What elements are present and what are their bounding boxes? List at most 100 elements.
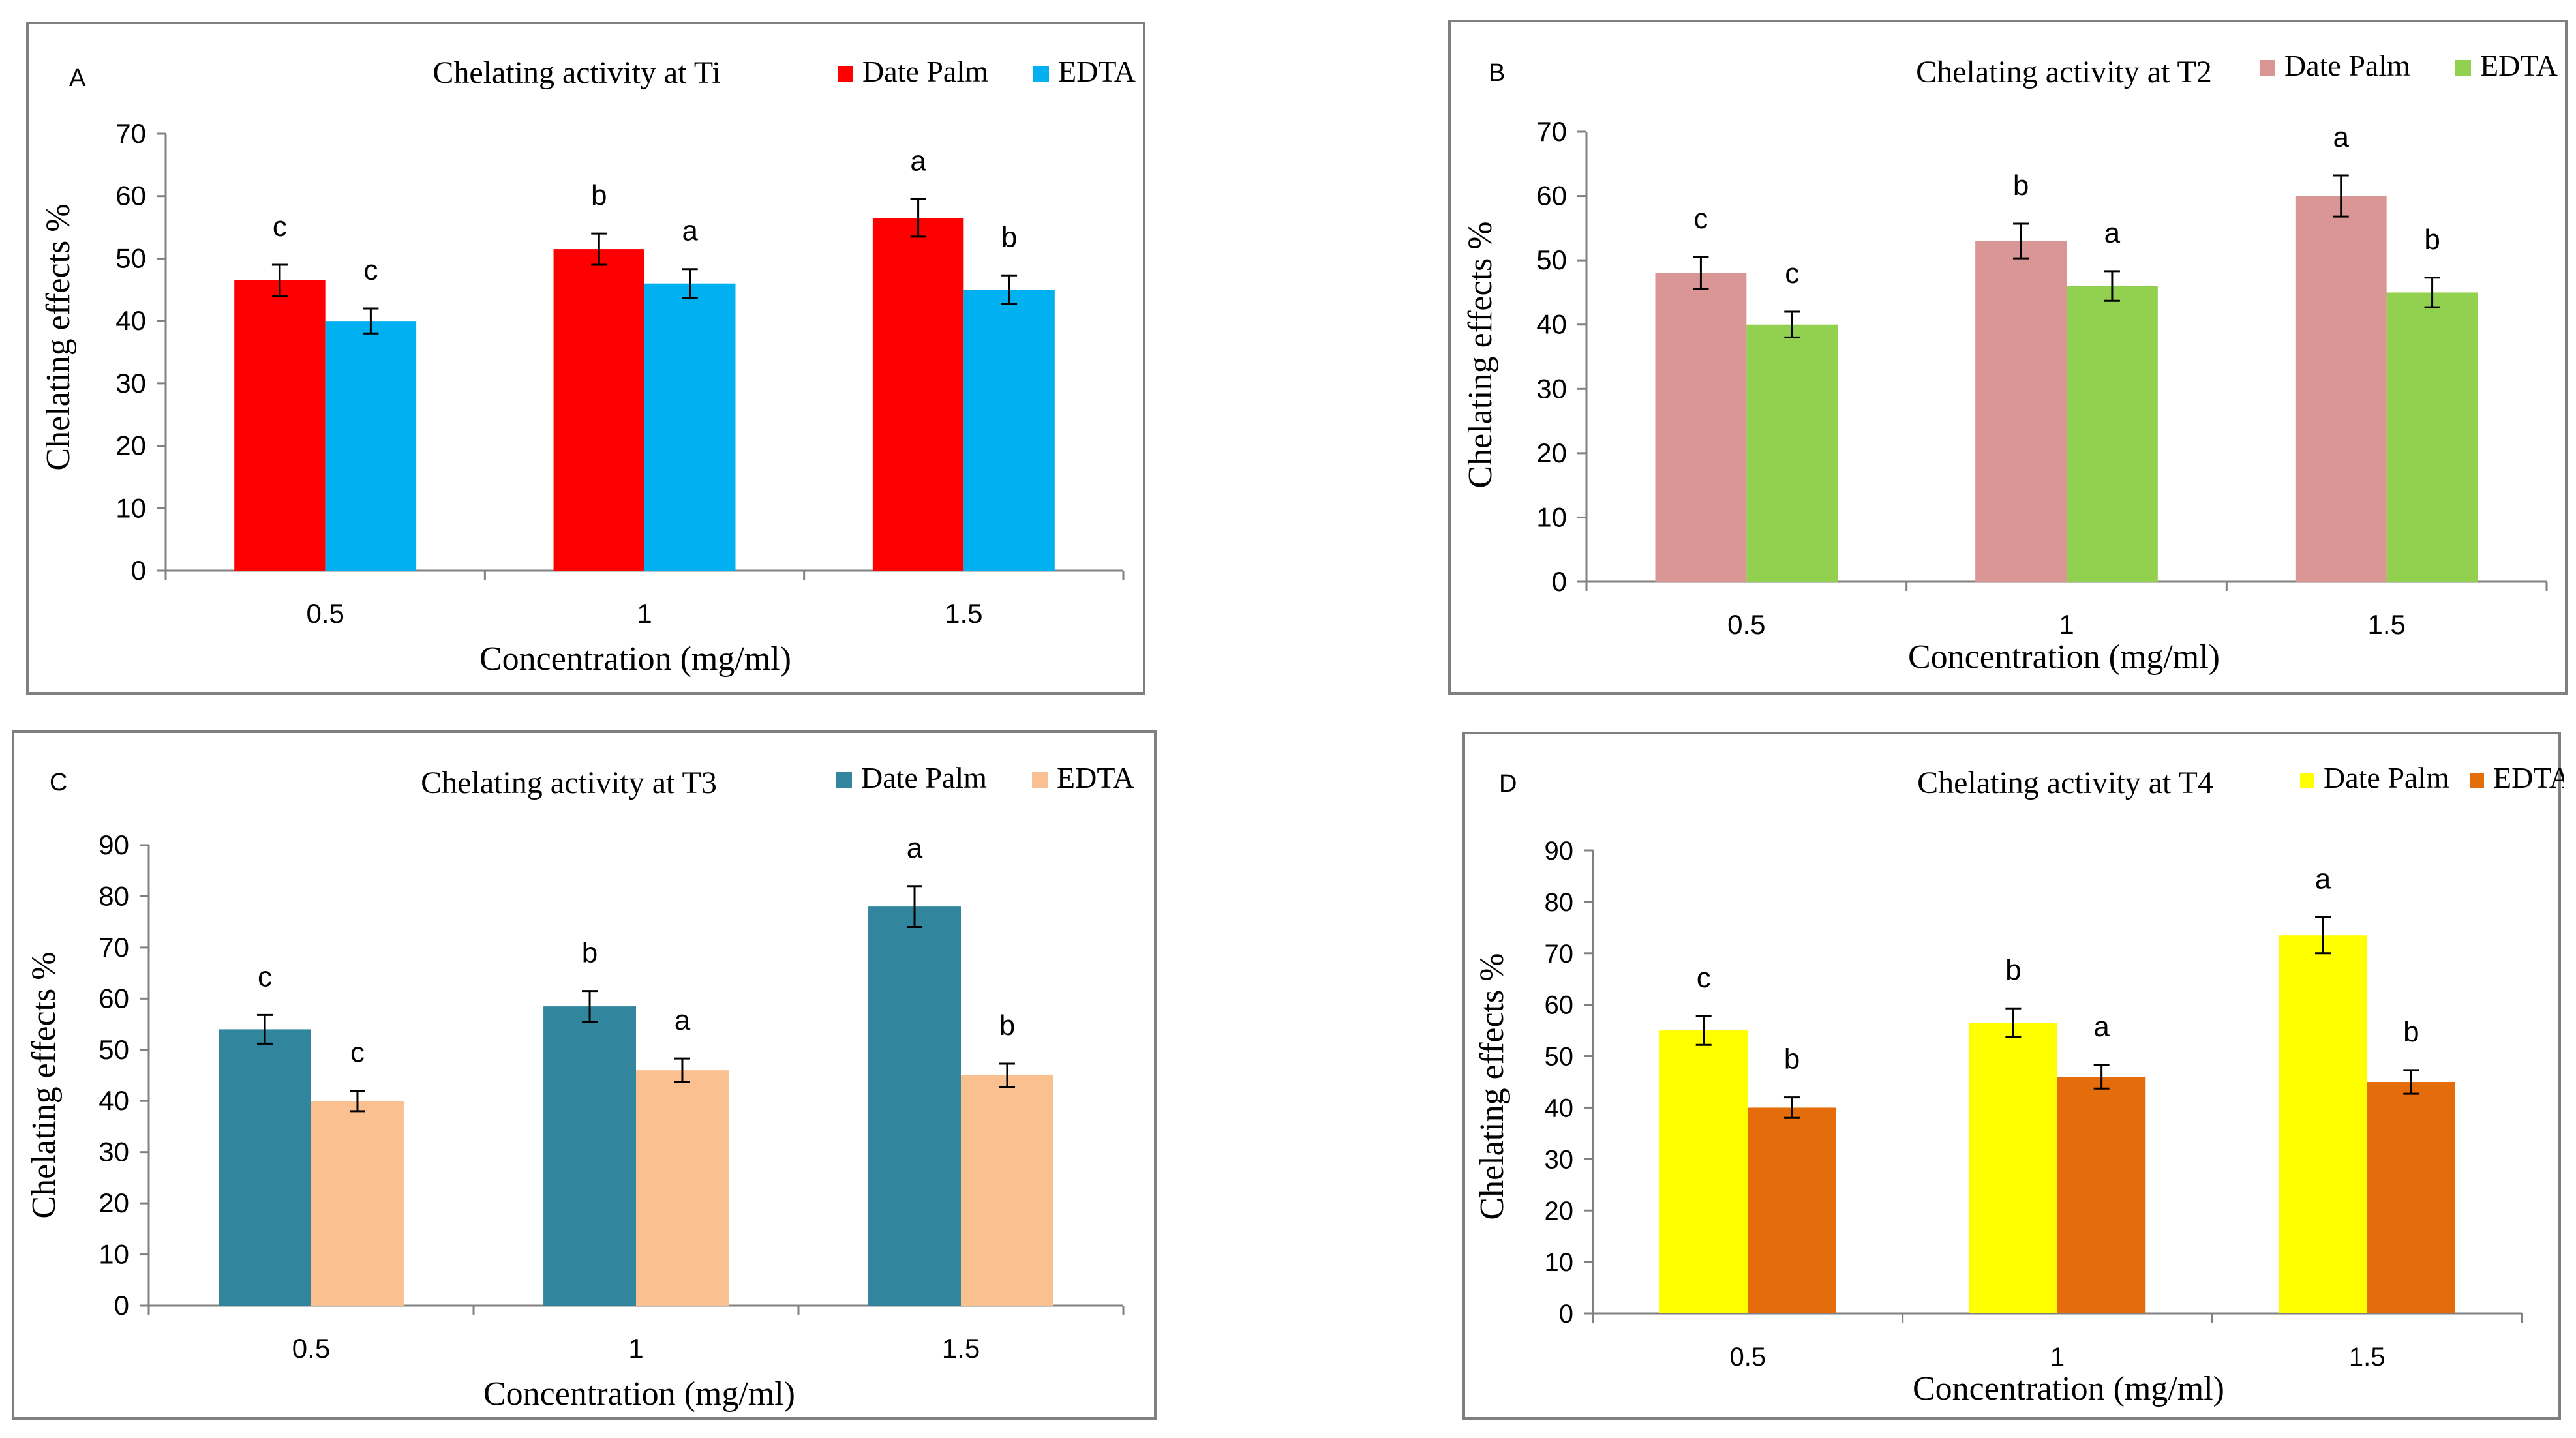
legend-label-edta: EDTA [1058, 55, 1136, 88]
y-tick-label: 70 [1545, 940, 1574, 968]
y-tick-label: 60 [98, 983, 129, 1013]
legend-swatch-date-palm [2260, 60, 2275, 76]
significance-letter-date-palm: b [582, 937, 598, 969]
significance-letter-date-palm: b [2013, 170, 2029, 202]
significance-letter-edta: b [999, 1010, 1015, 1041]
y-tick-label: 70 [1536, 116, 1567, 147]
x-tick-label: 0.5 [1727, 609, 1765, 640]
y-tick-label: 20 [1536, 438, 1567, 468]
y-tick-label: 10 [1545, 1248, 1574, 1277]
significance-letter-date-palm: c [1697, 962, 1711, 994]
y-tick-label: 80 [98, 880, 129, 911]
legend-label-date-palm: Date Palm [862, 55, 988, 88]
bar-date-palm [234, 280, 326, 571]
bar-edta [644, 283, 736, 571]
chart-a-svg: A Chelating activity at Ti Date Palm EDTA 0 1… [40, 55, 1136, 678]
panel-label: D [1499, 770, 1517, 798]
bar-date-palm [219, 1029, 311, 1306]
legend-swatch-date-palm [836, 772, 852, 788]
chart-title: Chelating activity at Ti [432, 55, 720, 90]
chart-title: Chelating activity at T4 [1917, 766, 2213, 800]
significance-letter-edta: a [674, 1004, 691, 1036]
legend-swatch-edta [2455, 60, 2471, 76]
chart-d-svg: D Chelating activity at T4 Date Palm EDTA 0 1… [1474, 761, 2564, 1407]
x-tick-label: 1.5 [2349, 1343, 2386, 1371]
significance-letter-edta: c [363, 254, 378, 286]
y-tick-label: 20 [98, 1188, 129, 1218]
significance-letter-edta: b [1001, 221, 1017, 253]
y-tick-label: 60 [1536, 181, 1567, 211]
x-tick-label: 1.5 [942, 1333, 980, 1364]
x-axis-title: Concentration (mg/ml) [483, 1375, 795, 1413]
chart-title: Chelating activity at T3 [421, 766, 717, 800]
y-tick-label: 90 [1545, 837, 1574, 865]
x-axis-title: Concentration (mg/ml) [1913, 1370, 2224, 1407]
y-tick-label: 0 [1552, 566, 1567, 597]
y-tick-label: 10 [115, 492, 146, 523]
x-tick-label: 0.5 [1730, 1343, 1766, 1371]
y-tick-label: 90 [98, 830, 129, 860]
x-axis-title: Concentration (mg/ml) [479, 640, 791, 678]
significance-letter-date-palm: a [2315, 863, 2331, 895]
significance-letter-date-palm: b [2005, 954, 2021, 986]
bar-edta [2067, 286, 2158, 582]
legend-label-date-palm: Date Palm [2284, 49, 2410, 82]
y-tick-label: 40 [98, 1085, 129, 1116]
bar-date-palm [543, 1006, 636, 1306]
y-tick-label: 60 [115, 181, 146, 211]
significance-letter-edta: a [2093, 1011, 2110, 1043]
legend-swatch-date-palm [2300, 773, 2314, 788]
bar-edta [1748, 1107, 1836, 1313]
chart-panel-b: B Chelating activity at T2 Date Palm EDTA 0 1… [1448, 20, 2568, 695]
significance-letter-edta: c [350, 1037, 365, 1069]
y-tick-label: 0 [131, 555, 146, 586]
chart-title: Chelating activity at T2 [1916, 55, 2212, 89]
legend-label-date-palm: Date Palm [861, 761, 987, 794]
bar-edta [2057, 1077, 2146, 1313]
significance-letter-date-palm: c [273, 211, 287, 243]
y-tick-label: 50 [1545, 1043, 1574, 1071]
x-tick-label: 1.5 [2367, 609, 2405, 640]
x-tick-label: 1 [2059, 609, 2074, 640]
x-tick-label: 1 [637, 598, 652, 629]
bar-date-palm [1655, 273, 1747, 582]
y-tick-label: 20 [1545, 1197, 1574, 1225]
y-tick-label: 20 [115, 430, 146, 461]
y-tick-label: 0 [1559, 1300, 1573, 1328]
chart-panel-d: D Chelating activity at T4 Date Palm EDTA 0 1… [1462, 732, 2564, 1420]
bar-edta [2386, 292, 2478, 582]
legend-swatch-edta [1033, 66, 1049, 82]
bar-edta [636, 1070, 729, 1306]
y-tick-label: 80 [1545, 888, 1574, 917]
legend-swatch-edta [2470, 773, 2484, 788]
bar-date-palm [1659, 1030, 1748, 1313]
x-tick-label: 0.5 [292, 1333, 330, 1364]
bar-edta [961, 1075, 1053, 1306]
bar-date-palm [2279, 935, 2367, 1313]
bar-date-palm [1975, 241, 2067, 582]
y-axis-title: Chelating effects % [40, 203, 77, 470]
chart-c-svg: C Chelating activity at T3 Date Palm EDTA 0 1… [25, 761, 1134, 1413]
legend-label-edta: EDTA [2493, 761, 2564, 794]
bar-edta [311, 1101, 404, 1306]
y-tick-label: 30 [1536, 373, 1567, 404]
y-tick-label: 30 [1545, 1145, 1574, 1174]
bar-date-palm [2295, 196, 2387, 582]
panel-label: B [1489, 59, 1505, 87]
bar-date-palm [553, 249, 644, 571]
legend-label-edta: EDTA [1057, 761, 1134, 794]
y-tick-label: 50 [98, 1034, 129, 1065]
x-axis-title: Concentration (mg/ml) [1908, 638, 2220, 676]
y-axis-title: Chelating effects % [1462, 221, 1499, 488]
y-tick-label: 50 [1536, 245, 1567, 275]
bar-date-palm [1969, 1023, 2057, 1313]
y-tick-label: 40 [1536, 309, 1567, 340]
significance-letter-edta: b [1784, 1043, 1800, 1075]
y-tick-label: 40 [115, 305, 146, 336]
panel-label: C [50, 769, 67, 796]
significance-letter-edta: b [2403, 1016, 2419, 1048]
significance-letter-date-palm: c [258, 961, 272, 993]
y-tick-label: 70 [98, 932, 129, 963]
x-tick-label: 1 [628, 1333, 643, 1364]
significance-letter-date-palm: b [591, 179, 607, 211]
